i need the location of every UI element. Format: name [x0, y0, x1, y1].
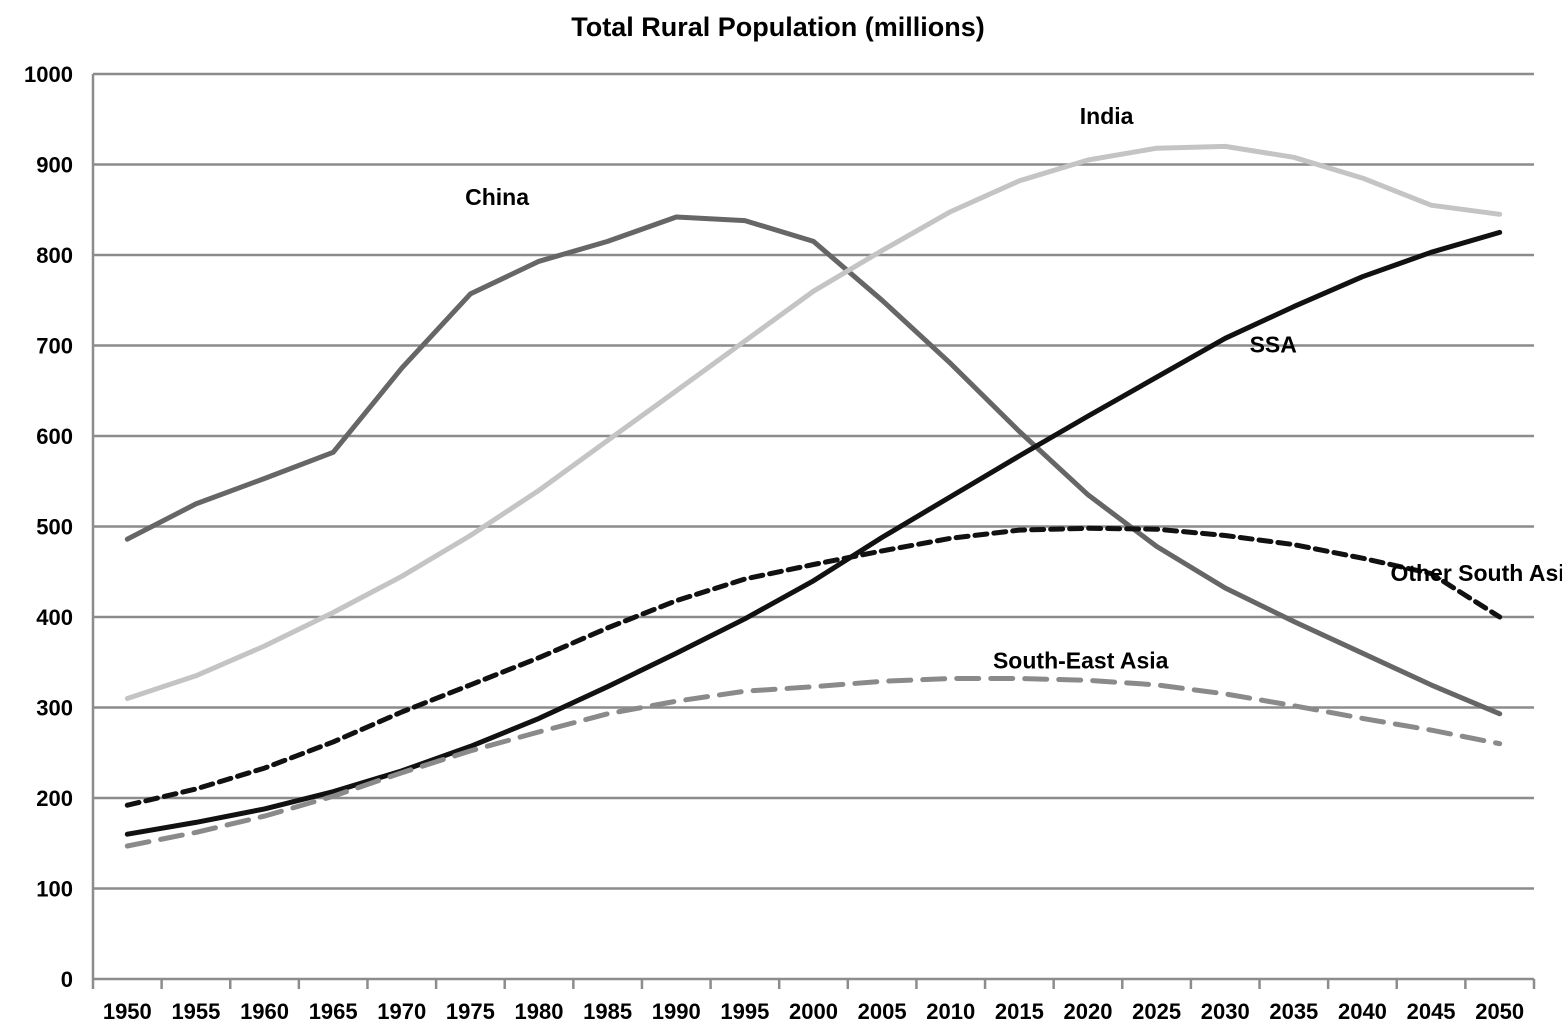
- x-tick-label: 2000: [789, 999, 838, 1024]
- x-tick-label: 1985: [583, 999, 632, 1024]
- y-tick-label: 1000: [24, 62, 73, 87]
- x-tick-label: 2030: [1201, 999, 1250, 1024]
- y-tick-label: 700: [36, 334, 73, 359]
- y-tick-label: 0: [61, 967, 73, 992]
- x-tick-label: 2050: [1475, 999, 1524, 1024]
- x-tick-label: 2005: [858, 999, 907, 1024]
- series-line-china: [124, 214, 1503, 717]
- y-tick-label: 300: [36, 696, 73, 721]
- gridlines: [93, 72, 1534, 890]
- series-line-south-east-asia: [124, 676, 1503, 849]
- x-tick-label: 1990: [652, 999, 701, 1024]
- x-tick-label: 2045: [1407, 999, 1456, 1024]
- y-tick-label: 600: [36, 424, 73, 449]
- x-tick-label: 1975: [446, 999, 495, 1024]
- y-tick-label: 800: [36, 243, 73, 268]
- series-line-ssa: [124, 229, 1503, 837]
- y-tick-label: 400: [36, 605, 73, 630]
- x-tick-label: 2040: [1338, 999, 1387, 1024]
- axes: [91, 74, 1536, 989]
- x-tick-label: 1960: [240, 999, 289, 1024]
- x-tick-label: 1980: [515, 999, 564, 1024]
- series-lines: [124, 143, 1503, 849]
- x-tick-label: 2015: [995, 999, 1044, 1024]
- x-tick-label: 1965: [309, 999, 358, 1024]
- x-tick-label: 2010: [926, 999, 975, 1024]
- y-tick-label: 200: [36, 786, 73, 811]
- x-tick-label: 2025: [1132, 999, 1181, 1024]
- x-tick-label: 1995: [720, 999, 769, 1024]
- x-tick-label: 1955: [171, 999, 220, 1024]
- y-tick-label: 900: [36, 153, 73, 178]
- x-tick-label: 1970: [377, 999, 426, 1024]
- series-label-south-east-asia: South-East Asia: [993, 648, 1169, 674]
- series-labels: China India SSA Other South Asia South-East …: [465, 103, 1562, 674]
- x-tick-label: 1950: [103, 999, 152, 1024]
- x-tick-label: 2035: [1269, 999, 1318, 1024]
- y-tick-label: 500: [36, 515, 73, 540]
- series-line-india: [124, 143, 1503, 701]
- y-tick-label: 100: [36, 877, 73, 902]
- x-tick-label: 2020: [1063, 999, 1112, 1024]
- chart-title: Total Rural Population (millions): [571, 12, 985, 42]
- series-label-ssa: SSA: [1250, 332, 1297, 358]
- series-label-india: India: [1080, 103, 1134, 129]
- series-label-other-south-asia: Other South Asia: [1390, 560, 1562, 586]
- x-axis-tick-labels: 1950 1955 1960 1965 1970 1975 1980 1985 1990 1995…: [103, 999, 1524, 1024]
- y-axis-tick-labels: 0 100 200 300 400 500 600 700 800 900 1000: [24, 62, 73, 992]
- series-line-other-south-asia: [124, 525, 1503, 808]
- series-label-china: China: [465, 184, 529, 210]
